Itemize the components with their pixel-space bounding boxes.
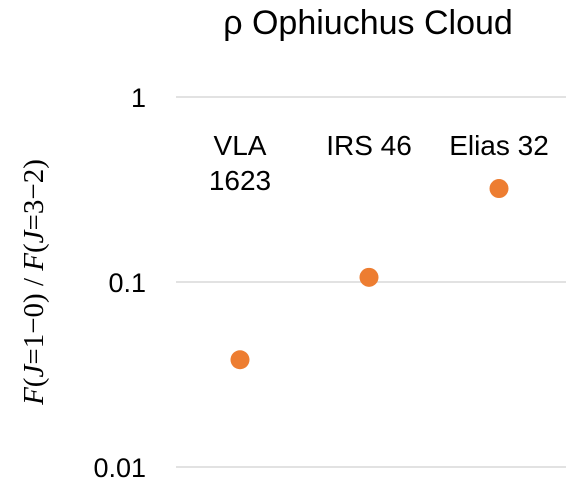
point-label: VLA [214, 130, 267, 161]
data-point [359, 267, 379, 287]
data-point [489, 179, 509, 199]
point-label: Elias 32 [449, 130, 549, 161]
point-label: 1623 [209, 165, 271, 196]
y-axis-label: F(J=1−0) / F(J=3−2) [18, 159, 50, 406]
data-points [230, 179, 509, 370]
y-tick-label: 1 [131, 83, 146, 113]
y-tick-label: 0.1 [108, 268, 146, 298]
chart-title: ρ Ophiuchus Cloud [223, 4, 513, 42]
data-point [230, 350, 250, 370]
y-tick-label: 0.01 [93, 453, 146, 483]
y-axis-ticks: 1 0.1 0.01 [93, 83, 146, 483]
point-label: IRS 46 [326, 130, 412, 161]
point-labels: VLA 1623 IRS 46 Elias 32 [209, 130, 549, 196]
